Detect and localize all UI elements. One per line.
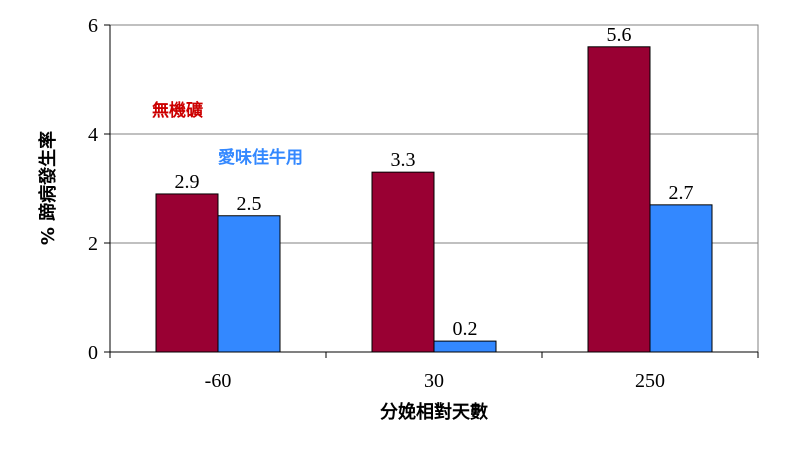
y-tick-label: 4 [88, 124, 98, 146]
data-label: 5.6 [607, 24, 632, 46]
data-label: 2.5 [237, 193, 262, 215]
legend-series-1: 無機礦 [152, 100, 203, 121]
y-tick-label: 2 [88, 233, 98, 255]
x-tick-label: 30 [424, 370, 444, 392]
legend-series-2: 愛味佳牛用 [218, 147, 303, 168]
x-axis-title: 分娩相對天數 [380, 401, 488, 423]
bar-series-2-250 [649, 204, 713, 353]
data-label: 3.3 [391, 149, 416, 171]
data-labels: 2.9 2.5 3.3 0.2 5.6 2.7 [175, 24, 694, 340]
y-axis-title: % 蹄病發生率 [37, 131, 59, 245]
bar-series-1-30 [371, 171, 435, 353]
data-label: 2.9 [175, 171, 200, 193]
bars [155, 46, 713, 353]
bar-series-1-250 [587, 46, 651, 353]
bar-series-2-30 [433, 340, 497, 353]
y-tick-label: 0 [88, 342, 98, 364]
data-label: 0.2 [453, 318, 478, 340]
x-tick-label: 250 [635, 370, 665, 392]
x-axis-ticks: -60 30 250 [109, 352, 759, 392]
y-tick-label: 6 [88, 15, 98, 37]
x-tick-label: -60 [205, 370, 232, 392]
data-label: 2.7 [669, 182, 694, 204]
bar-series-1--60 [155, 193, 219, 353]
bar-series-2--60 [217, 215, 281, 353]
y-axis-ticks: 0 2 4 6 [88, 15, 110, 364]
